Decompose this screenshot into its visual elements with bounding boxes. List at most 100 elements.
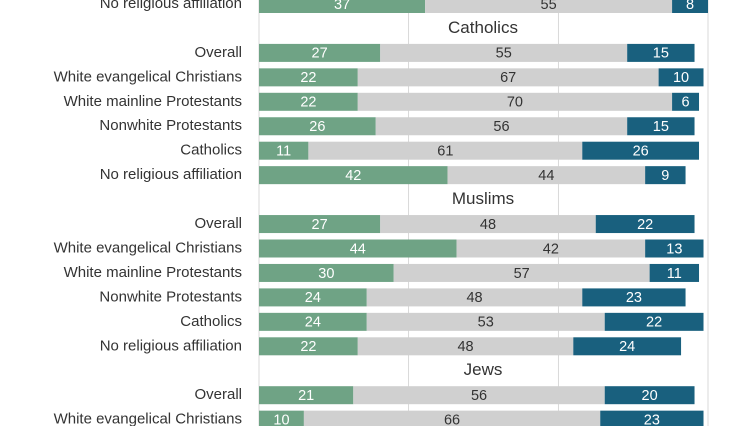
value-label: 22 [300, 70, 316, 86]
value-label: 48 [457, 339, 473, 355]
bar-segment [259, 92, 358, 111]
value-label: 27 [312, 46, 328, 62]
value-label: 37 [334, 0, 350, 13]
value-label: 48 [466, 290, 482, 306]
row-label: Nonwhite Protestants [99, 117, 242, 134]
value-label: 42 [345, 168, 361, 184]
value-label: 61 [437, 144, 453, 160]
value-label: 70 [507, 95, 523, 111]
bar-segment [303, 410, 601, 426]
bar-segment [627, 117, 695, 136]
row-label: No religious affiliation [100, 166, 242, 183]
bar-segment [604, 312, 704, 331]
bar-segment [366, 288, 583, 307]
value-label: 9 [661, 168, 669, 184]
bar-segment [645, 166, 686, 185]
row-label: Nonwhite Protestants [99, 288, 242, 305]
value-label: 67 [500, 70, 516, 86]
row-label: White evangelical Christians [54, 68, 242, 85]
bar-segment [259, 117, 376, 136]
value-label: 6 [682, 95, 690, 111]
value-label: 11 [667, 266, 682, 282]
value-label: 44 [538, 168, 554, 184]
value-label: 44 [350, 241, 366, 257]
row-label: Overall [194, 215, 242, 232]
row-label: White mainline Protestants [64, 93, 242, 110]
bar-segment [604, 386, 695, 405]
value-label: 57 [514, 266, 530, 282]
bar-segment [259, 288, 367, 307]
bar-segment [672, 0, 708, 13]
bar-segment [259, 410, 304, 426]
bar-segment [582, 288, 686, 307]
row-label: White evangelical Christians [54, 239, 242, 256]
value-label: 23 [644, 412, 660, 426]
value-label: 56 [493, 119, 509, 135]
value-label: 55 [541, 0, 557, 13]
bar-segment [259, 166, 448, 185]
row-label: Catholics [180, 142, 242, 159]
value-label: 23 [626, 290, 642, 306]
value-label: 15 [653, 46, 669, 62]
value-label: 53 [478, 315, 494, 331]
value-label: 21 [298, 388, 314, 404]
value-label: 30 [318, 266, 334, 282]
value-label: 8 [686, 0, 694, 13]
value-label: 22 [300, 95, 316, 111]
row-label: No religious affiliation [100, 337, 242, 354]
bar-segment [380, 43, 628, 62]
bar-segment [447, 166, 646, 185]
value-label: 22 [300, 339, 316, 355]
bar-segment [259, 386, 354, 405]
bar-segment [259, 263, 394, 282]
bar-segment [308, 141, 583, 160]
value-label: 26 [633, 144, 649, 160]
group-title: Catholics [448, 18, 518, 37]
value-label: 42 [543, 241, 559, 257]
bar-segment [259, 337, 358, 356]
value-label: 24 [305, 290, 321, 306]
row-label: White evangelical Christians [54, 411, 242, 426]
value-label: 24 [619, 339, 635, 355]
bar-segment [259, 68, 358, 87]
bar-segment [259, 0, 426, 13]
bar-segment [649, 263, 700, 282]
bar-segment [627, 43, 695, 62]
value-label: 10 [273, 412, 289, 426]
value-label: 20 [642, 388, 658, 404]
value-label: 56 [471, 388, 487, 404]
row-label: Catholics [180, 313, 242, 330]
row-label: Overall [194, 44, 242, 61]
value-label: 55 [496, 46, 512, 62]
bar-segment [366, 312, 605, 331]
bar-segment [259, 239, 457, 258]
group-title: Muslims [452, 189, 514, 208]
bar-segment [380, 215, 596, 234]
bar-segment [259, 312, 367, 331]
value-label: 13 [666, 241, 682, 257]
bar-segment [672, 92, 700, 111]
bar-segment [357, 92, 673, 111]
bar-segment [600, 410, 704, 426]
row-label: No religious affiliation [100, 0, 242, 12]
bar-segment [595, 215, 695, 234]
value-label: 15 [653, 119, 669, 135]
bar-segment [582, 141, 700, 160]
bar-segment [357, 68, 659, 87]
group-title: Jews [464, 360, 503, 379]
bar-segment [658, 68, 704, 87]
bar-segment [357, 337, 574, 356]
bar-segment [456, 239, 646, 258]
bar-segment [393, 263, 650, 282]
value-label: 48 [480, 217, 496, 233]
value-label: 22 [646, 315, 662, 331]
value-label: 66 [444, 412, 460, 426]
value-label: 24 [305, 315, 321, 331]
bar-segment [573, 337, 682, 356]
bar-segment [259, 141, 309, 160]
bar-segment [375, 117, 628, 136]
row-label: White mainline Protestants [64, 264, 242, 281]
bar-segment [645, 239, 704, 258]
value-label: 26 [309, 119, 325, 135]
